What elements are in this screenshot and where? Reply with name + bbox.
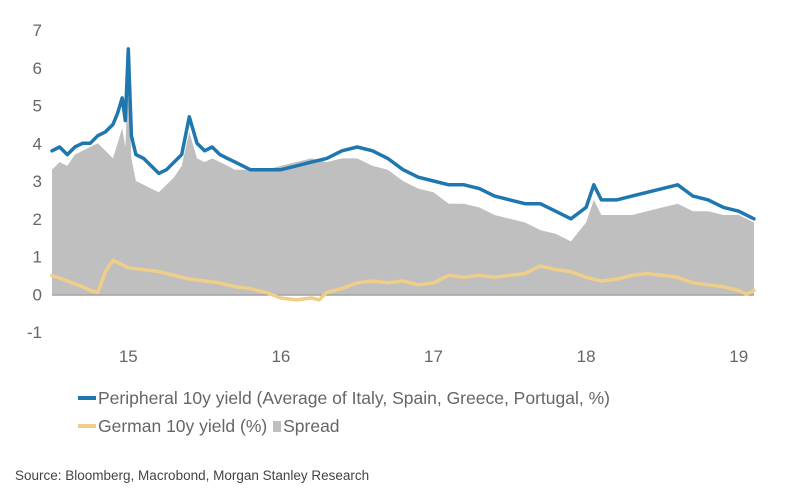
peripheral-yield-layer: [50, 47, 756, 221]
y-tick-label: 3: [33, 172, 42, 191]
x-axis-ticks: 15 16 17 18 19: [119, 347, 748, 366]
spread-area-layer: [52, 75, 754, 295]
y-tick-label: 1: [33, 248, 42, 267]
y-tick-label: 4: [33, 134, 42, 153]
german-legend-swatch: [78, 424, 96, 429]
x-tick-label: 16: [271, 347, 290, 366]
source-note: Source: Bloomberg, Macrobond, Morgan Sta…: [15, 468, 370, 483]
spread-legend-label: Spread: [283, 416, 340, 436]
y-axis-ticks: -1 0 1 2 3 4 5 6 7: [27, 21, 42, 342]
y-tick-label: -1: [27, 323, 42, 342]
y-tick-label: 6: [33, 59, 42, 78]
y-tick-label: 2: [33, 210, 42, 229]
german-legend-label: German 10y yield (%): [98, 416, 268, 436]
x-tick-label: 15: [119, 347, 138, 366]
spread-area: [52, 75, 754, 295]
x-tick-label: 18: [577, 347, 596, 366]
legend-row-peripheral: Peripheral 10y yield (Average of Italy, …: [78, 388, 610, 409]
y-tick-label: 5: [33, 97, 42, 116]
y-tick-label: 7: [33, 21, 42, 40]
legend-row-german-spread: German 10y yield (%) Spread: [78, 416, 340, 437]
peripheral-legend-label: Peripheral 10y yield (Average of Italy, …: [98, 388, 610, 408]
german-yield-line: [50, 258, 756, 302]
y-tick-label: 0: [33, 285, 42, 304]
german-yield-layer: [50, 258, 756, 302]
x-tick-label: 17: [424, 347, 443, 366]
spread-legend-swatch: [273, 420, 282, 432]
x-tick-label: 19: [729, 347, 748, 366]
peripheral-yield-line: [50, 47, 756, 221]
peripheral-legend-swatch: [78, 396, 96, 401]
